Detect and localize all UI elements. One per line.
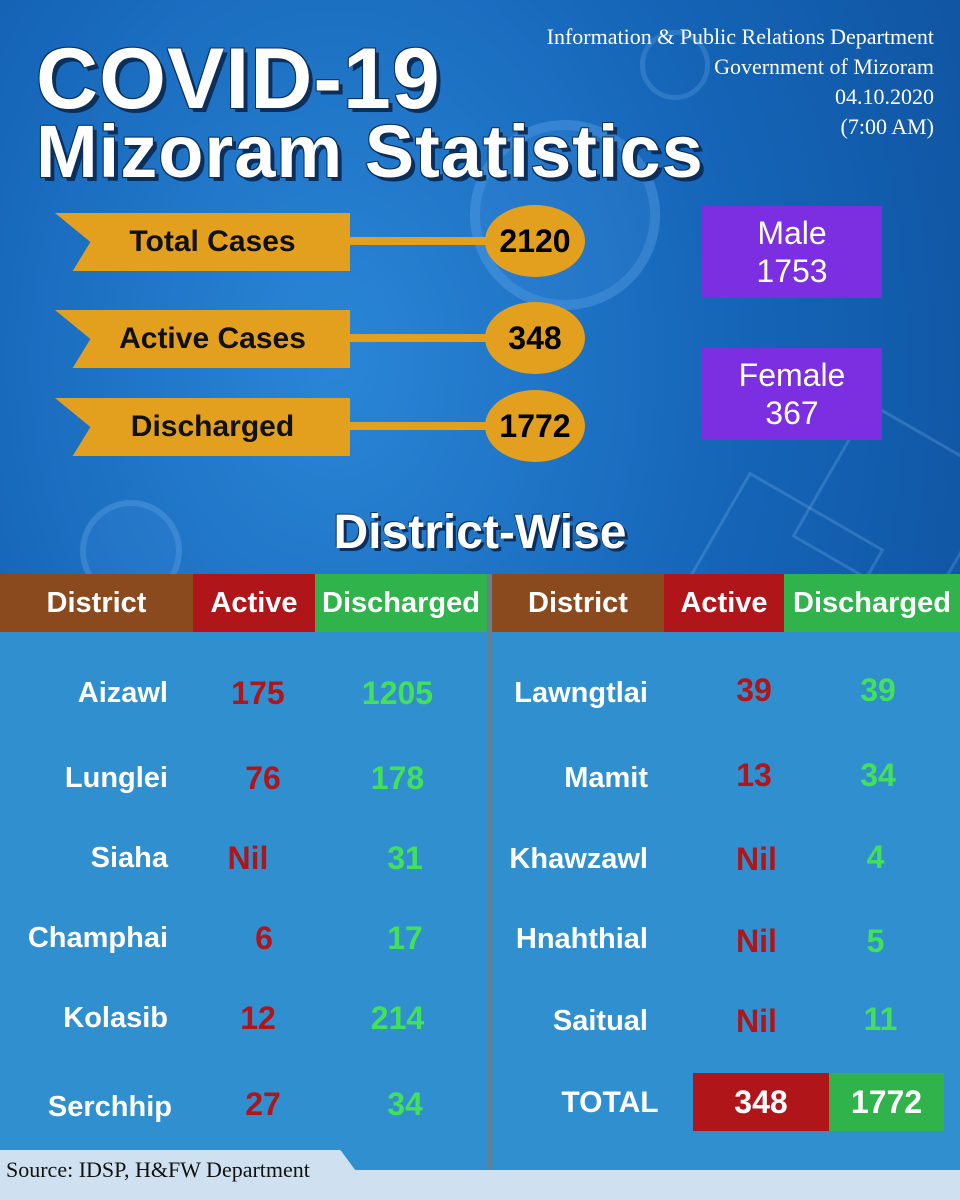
department-info: Information & Public Relations Departmen…: [547, 22, 934, 142]
district-discharged: 34: [860, 756, 896, 793]
male-value: 1753: [756, 253, 828, 289]
district-active: Nil: [227, 839, 269, 876]
stat-value: 1772: [485, 390, 585, 462]
district-discharged: 4: [866, 838, 885, 875]
stat-label: Active Cases: [119, 322, 306, 355]
header-district: District: [492, 574, 664, 632]
district-name: Siaha: [90, 841, 168, 874]
header-district: District: [0, 574, 193, 632]
stat-connector: [350, 334, 500, 342]
district-active: 39: [736, 671, 772, 708]
stat-value: 348: [485, 302, 585, 374]
district-discharged: 11: [863, 1000, 898, 1037]
district-name: Khawzawl: [509, 842, 648, 875]
female-label: Female: [738, 357, 846, 393]
stat-active-cases: Active Cases 348: [55, 302, 590, 374]
district-active: 6: [255, 919, 273, 956]
title-line-2: Mizoram Statistics: [36, 110, 704, 193]
district-discharged: 39: [860, 671, 896, 708]
stat-ribbon: Discharged: [55, 398, 350, 456]
header-discharged: Discharged: [315, 574, 487, 632]
district-wise-heading: District-Wise: [333, 506, 627, 559]
district-discharged: 34: [387, 1085, 423, 1122]
source-note: Source: IDSP, H&FW Department: [0, 1150, 370, 1190]
district-discharged: 5: [866, 922, 885, 959]
header-active: Active: [193, 574, 315, 632]
district-discharged: 178: [370, 759, 425, 796]
government-name: Government of Mizoram: [714, 54, 934, 79]
female-value: 367: [765, 395, 819, 431]
total-discharged: 1772: [829, 1073, 944, 1131]
table-divider: [487, 574, 492, 1174]
department-name: Information & Public Relations Departmen…: [546, 24, 934, 49]
male-label: Male: [757, 215, 827, 251]
district-name: Lawngtlai: [514, 676, 648, 709]
district-name: Saitual: [552, 1004, 648, 1037]
header-active: Active: [664, 574, 784, 632]
stat-ribbon: Total Cases: [55, 213, 350, 271]
report-date: 04.10.2020: [835, 84, 934, 109]
stat-connector: [350, 422, 500, 430]
district-active: 76: [245, 759, 281, 796]
district-active: Nil: [736, 1002, 777, 1039]
virus-decoration: [640, 30, 710, 100]
district-discharged: 31: [387, 839, 423, 876]
district-active: 27: [245, 1085, 281, 1122]
district-name: Mamit: [564, 761, 648, 794]
report-time: (7:00 AM): [840, 114, 935, 139]
stat-value: 2120: [485, 205, 585, 277]
district-name: Champhai: [27, 921, 168, 954]
total-label: TOTAL: [561, 1086, 659, 1119]
male-box: Male 1753: [702, 206, 882, 298]
district-active: Nil: [736, 840, 777, 877]
stat-total-cases: Total Cases 2120: [55, 205, 590, 277]
stat-label: Discharged: [130, 410, 295, 443]
district-active: 175: [231, 674, 285, 711]
district-name: Serchhip: [47, 1090, 172, 1123]
female-box: Female 367: [702, 348, 882, 440]
district-active: 13: [736, 756, 772, 793]
header-discharged: Discharged: [784, 574, 960, 632]
title-line-1: COVID-19: [36, 31, 441, 127]
district-discharged: 214: [370, 999, 425, 1036]
district-discharged: 17: [387, 919, 423, 956]
district-active: Nil: [736, 922, 777, 959]
stat-discharged: Discharged 1772: [55, 390, 590, 462]
district-name: Lunglei: [64, 761, 168, 794]
stat-label: Total Cases: [129, 225, 296, 258]
total-active: 348: [693, 1073, 829, 1131]
stat-connector: [350, 237, 500, 245]
district-name: Hnahthial: [515, 922, 648, 955]
stat-ribbon: Active Cases: [55, 310, 350, 368]
district-name: Aizawl: [77, 676, 168, 709]
district-active: 12: [240, 999, 276, 1036]
district-name: Kolasib: [63, 1001, 168, 1034]
district-discharged: 1205: [361, 674, 434, 711]
